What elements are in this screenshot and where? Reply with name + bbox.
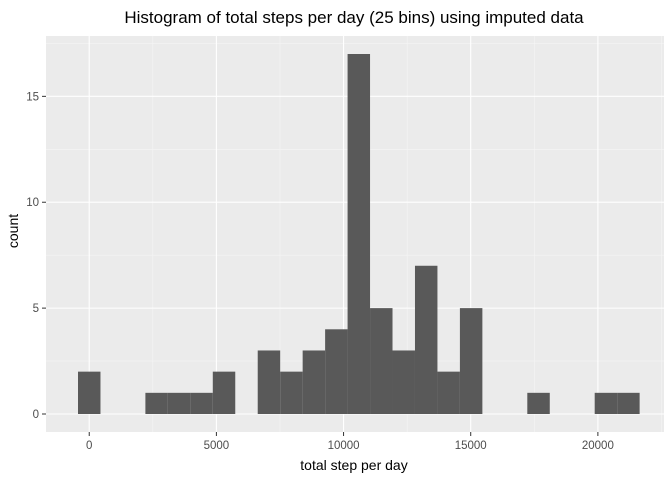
x-tick-label: 15000 <box>455 440 487 452</box>
histogram-bar <box>190 392 213 414</box>
histogram-bar <box>302 350 326 414</box>
histogram-bar <box>347 54 371 414</box>
histogram-bar <box>437 371 460 414</box>
histogram-bar <box>370 308 393 414</box>
histogram-bar <box>617 392 640 414</box>
y-axis-label: count <box>5 214 21 248</box>
y-tick-label: 0 <box>33 409 39 421</box>
y-tick-label: 5 <box>33 303 39 315</box>
bars <box>78 54 640 414</box>
y-axis: 0 5 10 15 <box>26 91 46 421</box>
histogram-bar <box>325 329 348 414</box>
x-tick-label: 20000 <box>582 440 614 452</box>
histogram-bar <box>167 392 191 414</box>
histogram-bar <box>594 392 618 414</box>
histogram-bar <box>78 371 101 414</box>
x-axis-label: total step per day <box>300 457 407 473</box>
histogram-bar <box>392 350 415 414</box>
y-tick-label: 10 <box>26 197 39 209</box>
y-tick-label: 15 <box>26 91 39 103</box>
histogram-bar <box>257 350 281 414</box>
x-tick-label: 5000 <box>204 440 230 452</box>
histogram-bar <box>414 265 438 414</box>
histogram-bar <box>280 371 303 414</box>
chart-title: Histogram of total steps per day (25 bin… <box>124 8 584 27</box>
histogram-bar <box>212 371 236 414</box>
x-tick-label: 0 <box>86 440 92 452</box>
histogram-bar <box>527 392 550 414</box>
histogram-bar <box>459 308 483 414</box>
histogram-bar <box>145 392 168 414</box>
x-tick-label: 10000 <box>328 440 360 452</box>
x-axis: 0 5000 10000 15000 20000 <box>86 432 614 452</box>
